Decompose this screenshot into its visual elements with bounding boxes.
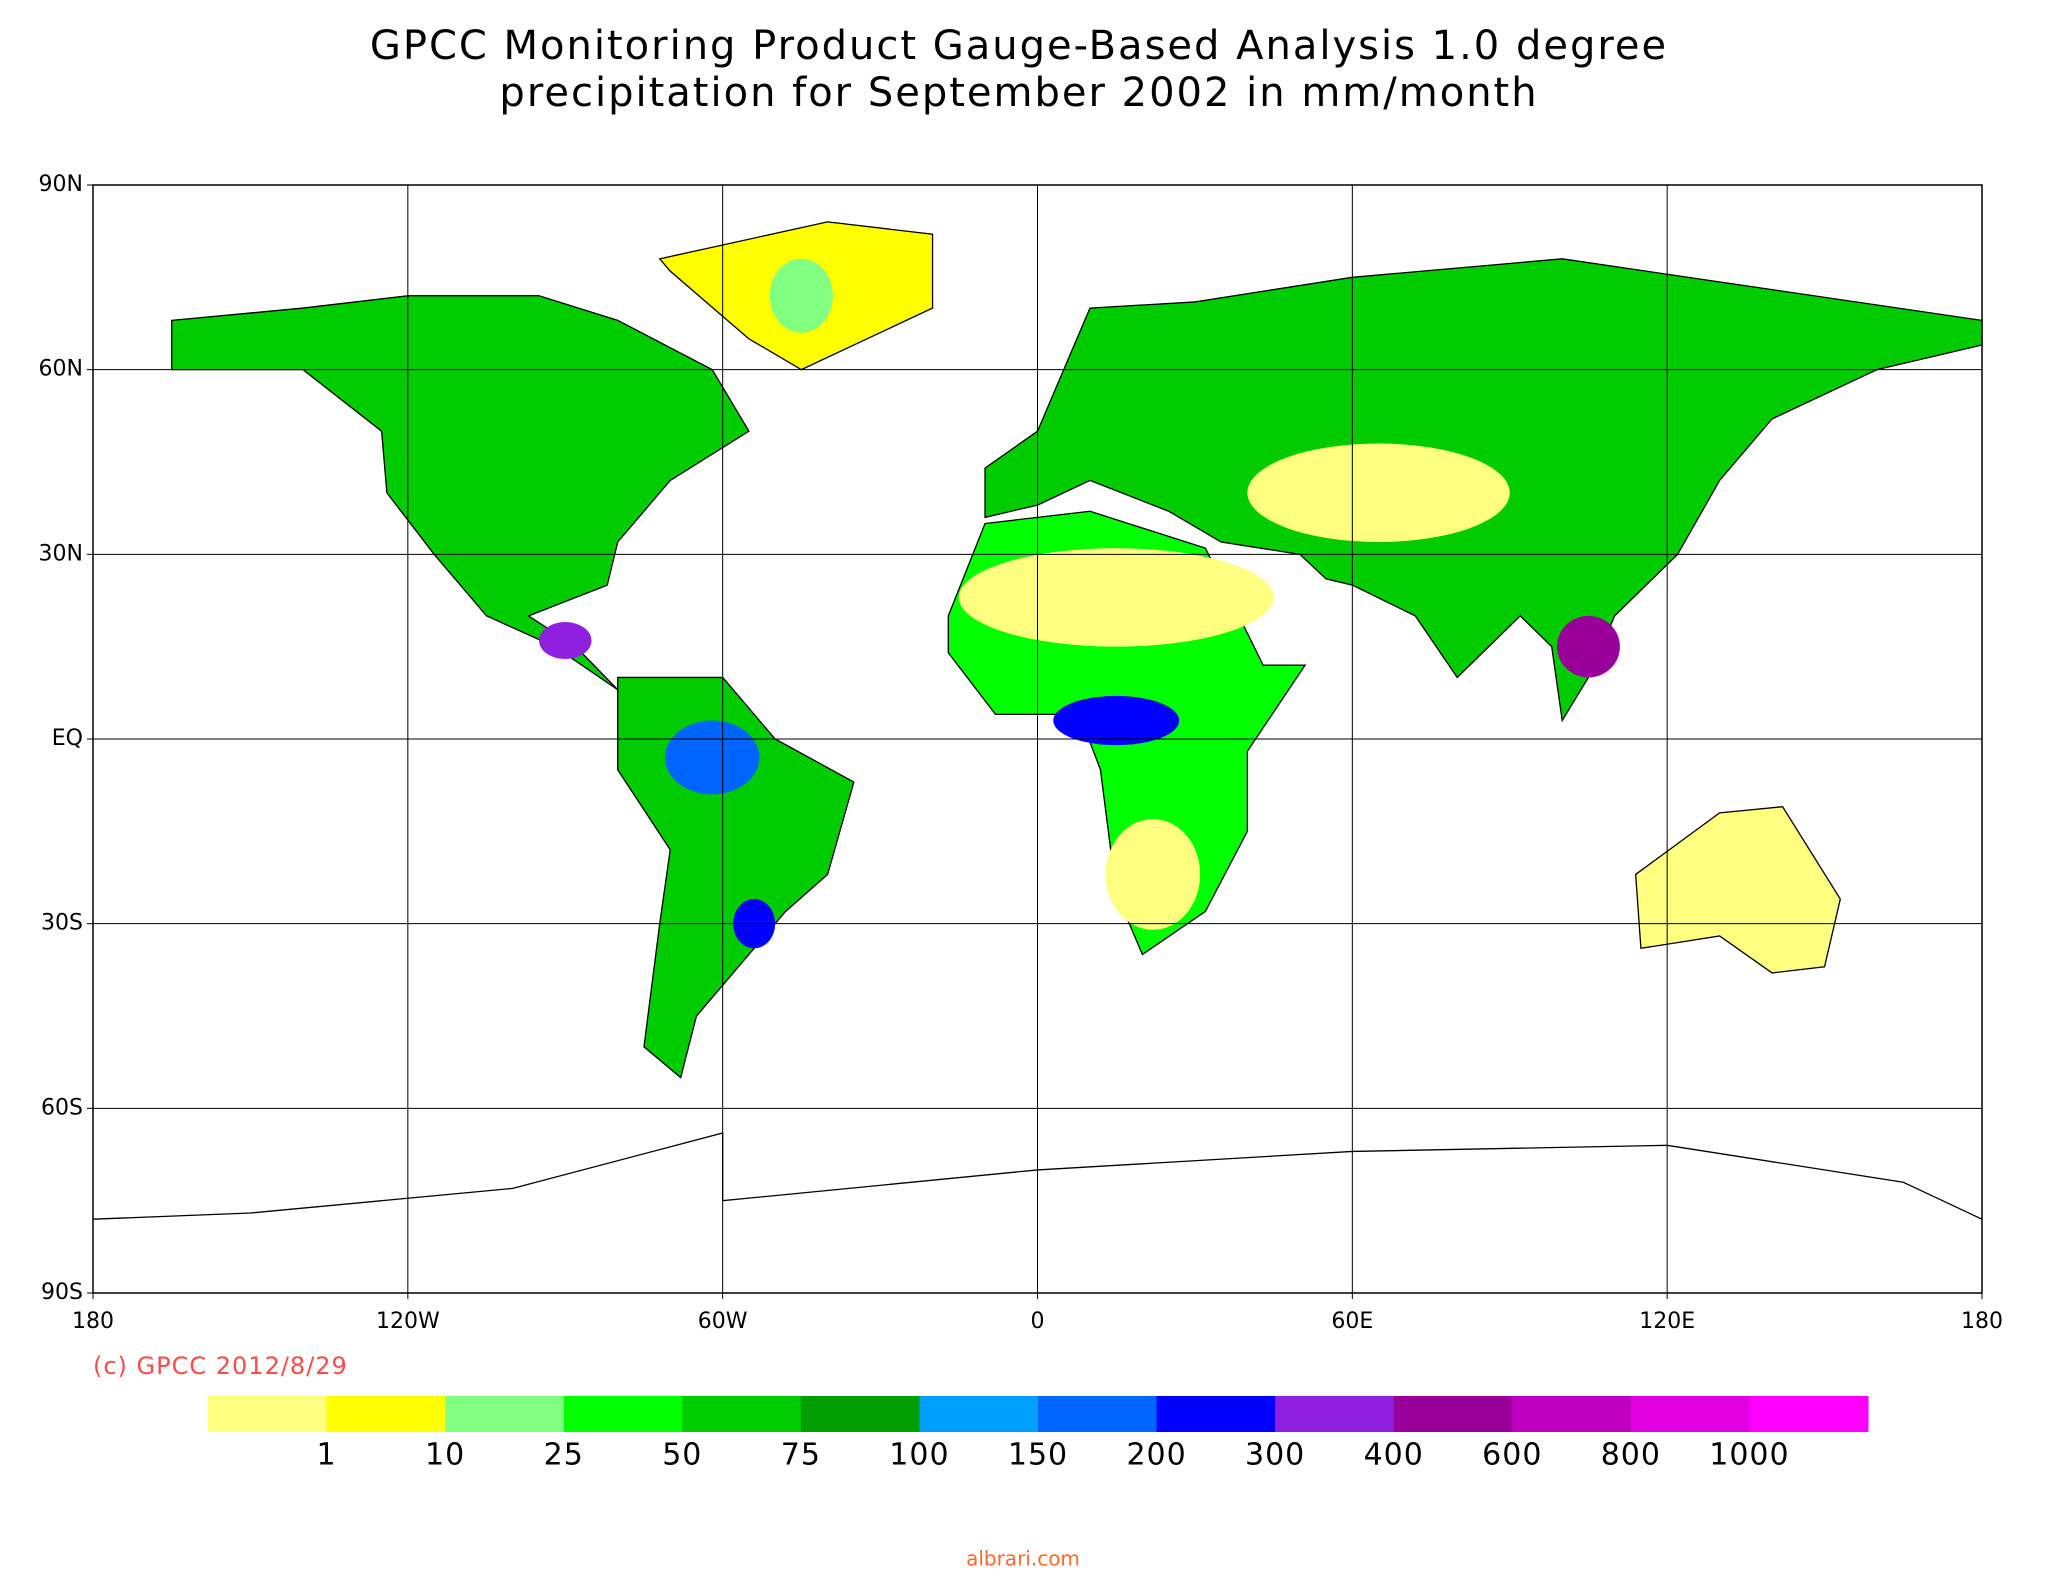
colorbar-swatch — [445, 1396, 565, 1432]
chart-title: GPCC Monitoring Product Gauge-Based Anal… — [370, 23, 1668, 69]
greenland-ice — [769, 258, 833, 333]
antarctica — [93, 1133, 1982, 1219]
x-tick-label: 180 — [1961, 1309, 2003, 1334]
x-tick-label: 60W — [698, 1309, 748, 1334]
colorbar-label: 75 — [781, 1438, 821, 1473]
colorbar-label: 150 — [1008, 1438, 1068, 1473]
colorbar-swatch — [208, 1396, 328, 1432]
x-tick-label: 60E — [1331, 1309, 1373, 1334]
southern-africa — [1105, 819, 1201, 930]
x-tick-label: 180 — [72, 1309, 114, 1334]
y-tick-label: 60S — [41, 1095, 83, 1120]
y-tick-label: EQ — [52, 726, 83, 751]
colorbar-label: 600 — [1482, 1438, 1542, 1473]
chart-subtitle: precipitation for September 2002 in mm/m… — [499, 70, 1538, 116]
colorbar-label: 800 — [1601, 1438, 1661, 1473]
colorbar-swatch — [1275, 1396, 1395, 1432]
colorbar-label: 400 — [1364, 1438, 1424, 1473]
colorbar-label: 25 — [544, 1438, 584, 1473]
colorbar-swatch — [1038, 1396, 1158, 1432]
colorbar-swatch — [1393, 1396, 1513, 1432]
colorbar-swatch — [919, 1396, 1039, 1432]
y-tick-label: 90N — [39, 172, 83, 197]
colorbar-swatch — [1749, 1396, 1869, 1432]
sahara — [958, 548, 1274, 647]
colorbar-label: 50 — [662, 1438, 702, 1473]
colorbar-label: 1 — [317, 1438, 337, 1473]
watermark: albrari.com — [966, 1547, 1080, 1571]
se-asia — [1556, 615, 1620, 678]
colorbar-swatch — [1156, 1396, 1276, 1432]
y-tick-label: 90S — [41, 1280, 83, 1305]
colorbar-label: 200 — [1126, 1438, 1186, 1473]
colorbar-swatch — [326, 1396, 446, 1432]
colorbar-swatch — [800, 1396, 920, 1432]
y-tick-label: 60N — [39, 357, 83, 382]
colorbar-label: 100 — [889, 1438, 949, 1473]
colorbar-swatch — [1512, 1396, 1632, 1432]
central-asia — [1247, 443, 1510, 543]
colorbar-label: 300 — [1245, 1438, 1305, 1473]
x-tick-label: 120W — [376, 1309, 440, 1334]
x-tick-label: 120E — [1639, 1309, 1695, 1334]
x-tick-label: 0 — [1031, 1309, 1045, 1334]
congo — [1053, 695, 1180, 746]
colorbar-swatch — [563, 1396, 683, 1432]
y-tick-label: 30N — [39, 541, 83, 566]
australia — [1636, 807, 1841, 973]
central-america — [539, 622, 592, 659]
colorbar-swatch — [682, 1396, 802, 1432]
colorbar-label: 1000 — [1709, 1438, 1789, 1473]
y-tick-label: 30S — [41, 911, 83, 936]
copyright: (c) GPCC 2012/8/29 — [93, 1352, 348, 1380]
amazon — [664, 720, 760, 795]
colorbar-label: 10 — [425, 1438, 465, 1473]
colorbar-swatch — [1630, 1396, 1750, 1432]
north-america — [172, 296, 749, 690]
